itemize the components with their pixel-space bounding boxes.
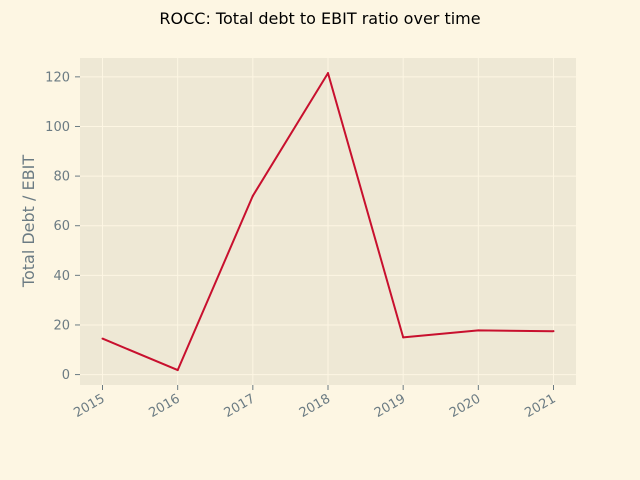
x-tick-label: 2016 bbox=[147, 391, 183, 421]
x-tick-label: 2015 bbox=[71, 391, 107, 421]
series-layer bbox=[101, 72, 555, 372]
y-tick-label: 20 bbox=[53, 318, 70, 333]
x-axis: 2015 2016 2017 2018 2019 2020 2021 bbox=[71, 385, 559, 421]
data-point bbox=[402, 336, 405, 339]
data-point bbox=[176, 369, 179, 372]
y-tick-label: 40 bbox=[53, 269, 70, 284]
grid-lines bbox=[80, 58, 576, 385]
data-point bbox=[552, 330, 555, 333]
x-tick-label: 2020 bbox=[447, 391, 483, 421]
x-tick-label: 2021 bbox=[522, 391, 558, 421]
y-tick-label: 60 bbox=[53, 219, 70, 234]
chart-title: ROCC: Total debt to EBIT ratio over time bbox=[159, 9, 480, 28]
data-point bbox=[101, 337, 104, 340]
data-point bbox=[327, 72, 329, 75]
y-tick-label: 120 bbox=[45, 70, 70, 85]
y-tick-label: 100 bbox=[45, 120, 70, 135]
y-axis: 0 20 40 60 80 100 120 bbox=[45, 70, 80, 383]
y-axis-label: Total Debt / EBIT bbox=[19, 155, 38, 288]
x-tick-label: 2017 bbox=[222, 391, 258, 421]
y-tick-label: 0 bbox=[62, 368, 70, 383]
data-point bbox=[251, 194, 254, 197]
x-tick-label: 2019 bbox=[372, 391, 408, 421]
x-tick-label: 2018 bbox=[297, 391, 333, 421]
y-tick-label: 80 bbox=[53, 170, 70, 185]
data-point bbox=[477, 329, 480, 332]
